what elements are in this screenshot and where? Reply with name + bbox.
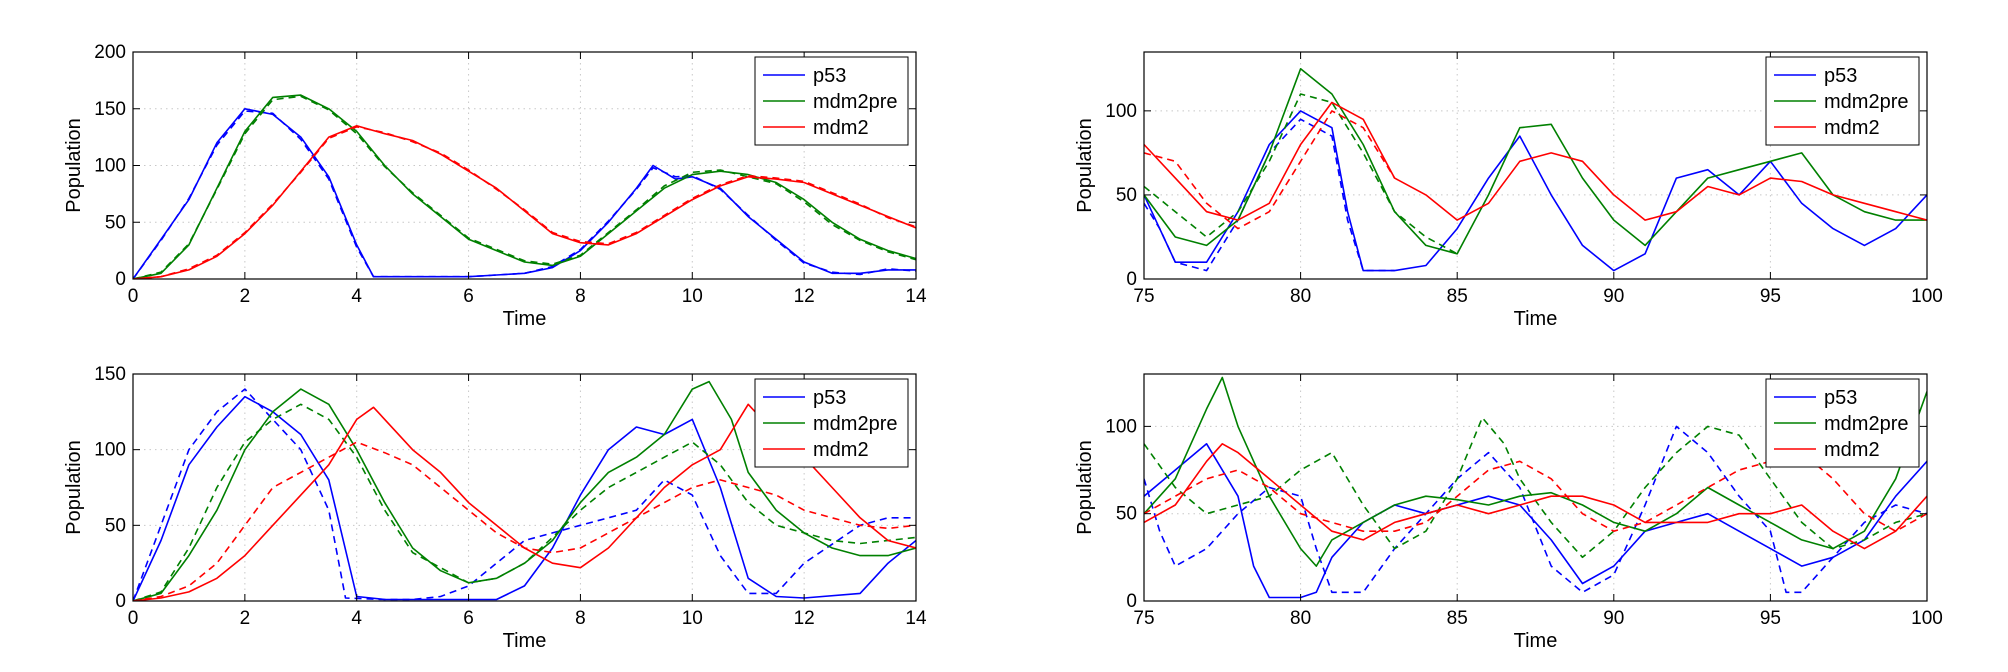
series-line-p53-dashed (133, 388, 916, 601)
legend-label-mdm2pre: mdm2pre (1824, 413, 1908, 435)
x-tick-label: 8 (575, 286, 586, 307)
x-tick-label: 14 (905, 286, 927, 307)
x-tick-label: 4 (351, 608, 362, 629)
x-tick-label: 95 (1760, 608, 1781, 629)
x-tick-label: 0 (128, 286, 139, 307)
series-group (1144, 376, 1927, 599)
y-tick-label: 50 (105, 515, 126, 536)
y-tick-label: 200 (94, 42, 126, 63)
series-group (1144, 68, 1927, 272)
x-tick-label: 80 (1290, 286, 1311, 307)
legend-label-p53: p53 (813, 65, 846, 87)
series-line-mdm2pre (1144, 376, 1927, 567)
series-line-mdm2-dashed (1144, 451, 1927, 533)
x-tick-label: 90 (1603, 608, 1624, 629)
x-tick-label: 95 (1760, 286, 1781, 307)
legend: p53 mdm2pre mdm2 (754, 378, 909, 468)
legend-label-p53: p53 (1824, 65, 1857, 87)
y-tick-label: 100 (1105, 416, 1137, 437)
x-axis-label: Time (503, 630, 547, 652)
x-tick-label: 100 (1911, 608, 1943, 629)
y-tick-label: 0 (115, 591, 126, 612)
legend-label-p53: p53 (813, 387, 846, 409)
legend: p53 mdm2pre mdm2 (754, 56, 909, 146)
series-line-mdm2 (1144, 442, 1927, 550)
y-tick-label: 50 (1116, 185, 1137, 206)
x-axis-label: Time (1514, 308, 1558, 330)
legend-label-mdm2: mdm2 (813, 117, 869, 139)
legend-label-mdm2: mdm2 (1824, 117, 1880, 139)
series-line-p53 (133, 395, 916, 601)
series-group (133, 94, 916, 279)
x-tick-label: 12 (794, 286, 815, 307)
legend: p53 mdm2pre mdm2 (1765, 56, 1920, 146)
series-line-mdm2-dashed (1144, 110, 1396, 230)
x-tick-label: 2 (240, 286, 251, 307)
chart-top-left: 0 2 4 6 8 10 12 14 0 50 100 150 200 Time Population p53… (63, 42, 927, 330)
series-line-mdm2pre-dashed (133, 95, 916, 279)
series-line-mdm2-dashed (133, 441, 916, 601)
x-tick-label: 6 (463, 608, 474, 629)
y-tick-label: 100 (94, 156, 126, 177)
y-tick-label: 0 (115, 269, 126, 290)
x-tick-label: 4 (351, 286, 362, 307)
x-tick-label: 85 (1447, 608, 1468, 629)
legend: p53 mdm2pre mdm2 (1765, 378, 1920, 468)
y-tick-label: 0 (1126, 269, 1137, 290)
chart-top-right: 75 80 85 90 95 100 0 50 100 Time Population p53 mdm2… (1074, 51, 1943, 330)
y-tick-label: 150 (94, 364, 126, 385)
y-axis-label: Population (63, 440, 85, 535)
series-group (133, 380, 916, 601)
series-line-mdm2-dashed (133, 126, 916, 279)
axes-frame (1143, 373, 1928, 602)
chart-bottom-left: 0 2 4 6 8 10 12 14 0 50 100 150 Time Population p53 mdm… (63, 364, 927, 652)
series-line-p53-dashed (133, 110, 916, 279)
series-line-mdm2pre-dashed (1144, 93, 1458, 255)
legend-label-mdm2pre: mdm2pre (813, 413, 897, 435)
series-line-mdm2pre (133, 380, 916, 601)
x-tick-label: 2 (240, 608, 251, 629)
legend-label-mdm2pre: mdm2pre (813, 91, 897, 113)
x-tick-label: 6 (463, 286, 474, 307)
y-tick-label: 0 (1126, 591, 1137, 612)
legend-label-mdm2: mdm2 (813, 439, 869, 461)
x-tick-label: 100 (1911, 286, 1943, 307)
x-tick-label: 90 (1603, 286, 1624, 307)
x-tick-label: 10 (682, 286, 703, 307)
x-tick-label: 8 (575, 608, 586, 629)
y-axis-label: Population (1074, 118, 1096, 213)
legend-label-mdm2: mdm2 (1824, 439, 1880, 461)
x-tick-label: 80 (1290, 608, 1311, 629)
series-line-mdm2pre (133, 94, 916, 279)
x-tick-label: 75 (1133, 286, 1154, 307)
x-tick-label: 75 (1133, 608, 1154, 629)
chart-bottom-right: 75 80 85 90 95 100 0 50 100 Time Population p53 mdm2… (1074, 373, 1943, 652)
y-tick-label: 50 (1116, 504, 1137, 525)
y-axis-label: Population (63, 118, 85, 213)
series-line-mdm2 (1144, 101, 1927, 221)
x-tick-label: 10 (682, 608, 703, 629)
y-tick-label: 50 (105, 212, 126, 233)
y-tick-label: 150 (94, 99, 126, 120)
x-axis-label: Time (503, 308, 547, 330)
x-tick-label: 14 (905, 608, 927, 629)
y-tick-label: 100 (1105, 101, 1137, 122)
series-line-p53-dashed (1144, 425, 1927, 594)
x-axis-label: Time (1514, 630, 1558, 652)
y-tick-label: 100 (94, 440, 126, 461)
axes-frame (132, 373, 917, 602)
x-tick-label: 85 (1447, 286, 1468, 307)
series-line-mdm2pre (1144, 68, 1927, 255)
series-line-p53 (1144, 110, 1927, 272)
axes-frame (1143, 51, 1928, 280)
x-tick-label: 12 (794, 608, 815, 629)
y-axis-label: Population (1074, 440, 1096, 535)
legend-label-mdm2pre: mdm2pre (1824, 91, 1908, 113)
legend-label-p53: p53 (1824, 387, 1857, 409)
x-tick-label: 0 (128, 608, 139, 629)
